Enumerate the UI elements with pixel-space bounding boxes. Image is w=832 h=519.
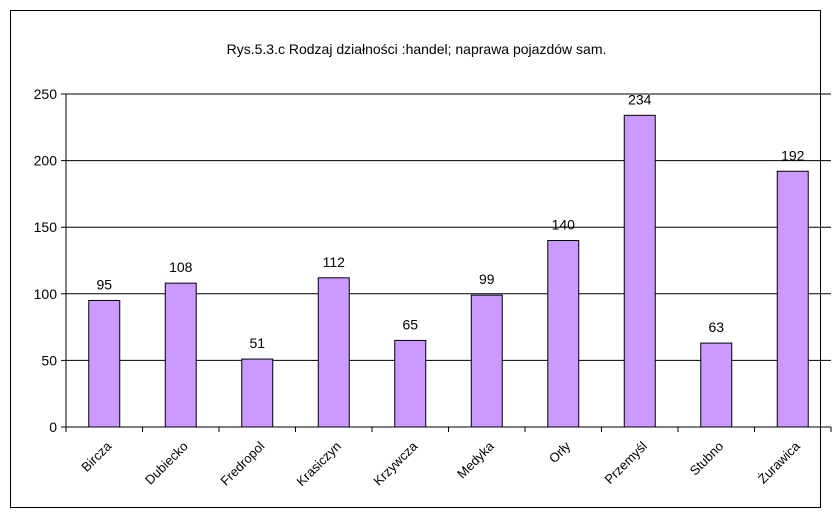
x-tick-label: Fredropol (217, 438, 267, 488)
data-label: 192 (781, 147, 805, 163)
y-tick-label: 50 (41, 352, 57, 368)
data-label: 51 (249, 335, 265, 351)
bar (317, 277, 350, 428)
bars (88, 114, 809, 428)
x-tick-label: Orły (546, 438, 574, 466)
x-tick-label: Przemyśl (601, 438, 649, 486)
x-tick-label: Medyka (454, 438, 497, 481)
data-label: 108 (169, 259, 193, 275)
data-label: 234 (628, 91, 652, 107)
bar (470, 294, 503, 428)
bar (547, 240, 580, 428)
x-tick-label: Bircza (78, 438, 115, 475)
bar (164, 282, 197, 428)
bar (776, 170, 809, 428)
chart-title: Rys.5.3.c Rodzaj działności :handel; nap… (226, 41, 607, 57)
y-tick-label: 100 (34, 286, 58, 302)
y-tick-label: 150 (34, 219, 58, 235)
data-label: 95 (96, 276, 112, 292)
x-tick-label: Żurawica (755, 438, 803, 486)
data-label: 65 (402, 316, 418, 332)
axes (61, 93, 832, 432)
data-label: 99 (479, 271, 495, 287)
data-labels: 95 108 51 112 65 99 140 234 63 192 (96, 91, 804, 351)
y-tick-label: 200 (34, 153, 58, 169)
data-label: 63 (708, 319, 724, 335)
x-tick-label: Krasiczyn (293, 439, 343, 489)
x-tick-label: Stubno (687, 439, 727, 479)
bar (394, 339, 427, 428)
bar (700, 342, 733, 428)
data-label: 112 (323, 254, 346, 270)
bar (88, 299, 121, 428)
tick-labels: 0 50 100 150 200 250 Bircza Dubiecko Fredropol Kr… (34, 86, 804, 489)
y-tick-label: 0 (49, 419, 57, 435)
x-tick-label: Krzywcza (370, 438, 420, 488)
bar (623, 114, 656, 428)
bar (241, 358, 274, 428)
x-tick-label: Dubiecko (142, 439, 191, 488)
data-label: 140 (552, 217, 576, 233)
y-tick-label: 250 (34, 86, 58, 102)
